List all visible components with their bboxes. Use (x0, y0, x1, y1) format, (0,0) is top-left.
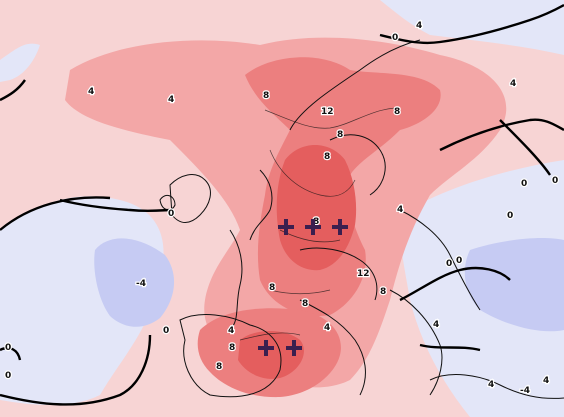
contour-label: 8 (337, 130, 343, 140)
contour-label: -4 (136, 279, 146, 289)
contour-label: 4 (543, 376, 549, 386)
contour-label: -4 (520, 386, 530, 396)
contour-label: 4 (416, 21, 422, 31)
cross-marker (278, 219, 294, 235)
contour-label: 12 (357, 269, 370, 279)
contour-label: 8 (229, 343, 235, 353)
contour-label: 0 (5, 343, 11, 353)
coastlines (159, 39, 564, 399)
contour-label: 0 (446, 259, 452, 269)
contour-label: 0 (456, 256, 462, 266)
contour-label: 0 (163, 326, 169, 336)
cross-marker (258, 340, 274, 356)
contour-label: 4 (228, 326, 234, 336)
contour-label: 12 (321, 107, 334, 117)
contour-label: 0 (168, 209, 174, 219)
contour-label: 8 (263, 91, 269, 101)
contour-label: 4 (433, 320, 439, 330)
contour-label: 0 (507, 211, 513, 221)
contour-label: 0 (5, 371, 11, 381)
contour-label: 4 (397, 205, 403, 215)
contour-label: 0 (521, 179, 527, 189)
cross-marker (286, 340, 302, 356)
zero-contours (0, 3, 564, 406)
markers (258, 219, 348, 356)
contour-label: 4 (324, 323, 330, 333)
contour-label: 0 (552, 176, 558, 186)
contour-label: 4 (488, 380, 494, 390)
contour-label: 0 (392, 33, 398, 43)
contour-label: 8 (394, 107, 400, 117)
contour-label: 8 (269, 283, 275, 293)
contour-label: 4 (168, 95, 174, 105)
contour-label: 8 (216, 362, 222, 372)
contour-labels: 0 4 4 4 4 8 12 8 8 8 0 4 8 12 0 0 0 8 8 … (4, 20, 560, 397)
contour-label: 8 (324, 152, 330, 162)
contour-label: 8 (380, 287, 386, 297)
cross-marker (332, 219, 348, 235)
cross-marker (305, 219, 321, 235)
contour-label: 4 (510, 79, 516, 89)
contour-label: 8 (313, 217, 319, 227)
contour-label: 8 (302, 299, 308, 309)
contour-label: 4 (88, 87, 94, 97)
